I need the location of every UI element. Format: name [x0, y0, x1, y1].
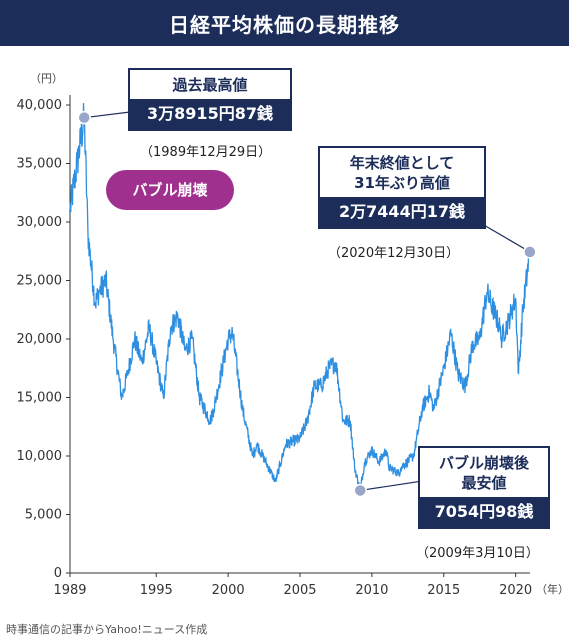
- bubble-collapse-label: バブル崩壊: [106, 170, 234, 210]
- callout-title: 過去最高値: [172, 76, 248, 94]
- callout-value: 2万7444円17銭: [320, 197, 484, 227]
- annotation-marker: [523, 245, 537, 259]
- date-record-high: （1989年12月29日）: [140, 145, 272, 160]
- annotation-marker: [353, 483, 367, 498]
- y-tick-label: 0: [54, 566, 62, 581]
- x-tick-label: 1995: [140, 583, 173, 598]
- y-tick-label: 20,000: [17, 332, 63, 347]
- x-tick-label: 2005: [283, 583, 316, 598]
- x-tick-label: 2015: [427, 583, 460, 598]
- callout-value: 3万8915円87銭: [130, 99, 290, 129]
- callout-post-bubble-low: バブル崩壊後 最安値 7054円98銭: [418, 446, 550, 529]
- date-post-bubble-low: （2009年3月10日）: [416, 546, 539, 561]
- y-tick-label: 5,000: [25, 508, 62, 523]
- x-tick-label: 1989: [53, 583, 86, 598]
- y-tick-label: 25,000: [17, 274, 63, 289]
- source-note: 時事通信の記事からYahoo!ニュース作成: [6, 623, 208, 636]
- series-line: [69, 103, 531, 491]
- y-tick-label: 40,000: [17, 98, 63, 113]
- x-unit-label: （年）: [536, 582, 569, 596]
- x-tick-label: 2020: [499, 583, 532, 598]
- callout-31yr-high: 年末終値として 31年ぶり高値 2万7444円17銭: [318, 146, 486, 229]
- date-31yr-high: （2020年12月30日）: [328, 246, 460, 261]
- y-tick-label: 10,000: [17, 449, 63, 464]
- chart-title: 日経平均株価の長期推移: [169, 12, 400, 37]
- title-bar: 日経平均株価の長期推移: [0, 0, 569, 46]
- x-tick-label: 2010: [355, 583, 388, 598]
- y-tick-label: 30,000: [17, 215, 63, 230]
- x-tick-label: 2000: [212, 583, 245, 598]
- y-tick-label: 35,000: [17, 157, 63, 172]
- callout-title: バブル崩壊後 最安値: [438, 454, 529, 492]
- chart-canvas: 0 5,000 10,000 15,000 20,000 25,000 30,000 35,0…: [17, 72, 569, 598]
- y-unit-label: （円）: [30, 72, 63, 85]
- annotation-marker: [77, 110, 91, 125]
- y-tick-label: 15,000: [17, 391, 63, 406]
- callout-title: 年末終値として 31年ぶり高値: [349, 154, 455, 192]
- callout-value: 7054円98銭: [420, 497, 548, 527]
- callout-record-high: 過去最高値 3万8915円87銭: [128, 68, 292, 131]
